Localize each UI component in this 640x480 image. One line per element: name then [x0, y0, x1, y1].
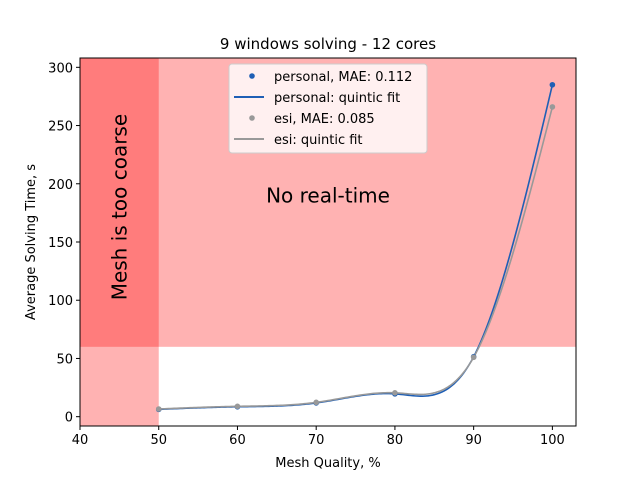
legend-marker-esi-points — [249, 115, 255, 121]
data-point-esi — [313, 399, 319, 406]
data-point-esi — [470, 354, 477, 361]
legend-label-personal-fit: personal: quintic fit — [274, 91, 400, 106]
annotation-mesh-too-coarse: Mesh is too coarse — [107, 114, 131, 300]
series-line-esi-fit — [158, 106, 554, 410]
y-tick-label: 200 — [48, 178, 73, 193]
y-tick-label: 250 — [48, 120, 73, 135]
chart-title: 9 windows solving - 12 cores — [220, 35, 436, 53]
legend-marker-personal-points — [249, 73, 255, 79]
data-point-esi — [155, 406, 162, 412]
axes: 40 50 60 70 80 90 100 0 50 100 150 200 250 300 — [48, 57, 577, 448]
x-tick-label: 100 — [540, 433, 565, 448]
x-tick-label: 70 — [308, 433, 325, 448]
x-axis-label: Mesh Quality, % — [275, 456, 380, 471]
x-tick-label: 90 — [465, 433, 482, 448]
data-point-personal — [549, 81, 556, 88]
x-tick-label: 40 — [72, 433, 89, 448]
data-point-esi — [549, 104, 556, 110]
y-tick-label: 0 — [65, 411, 73, 426]
legend-frame — [228, 63, 428, 154]
legend-label-esi-fit: esi: quintic fit — [274, 133, 363, 148]
data-point-esi — [392, 390, 398, 396]
legend: personal, MAE: 0.112 personal: quintic f… — [228, 63, 428, 154]
legend-label-esi-points: esi, MAE: 0.085 — [274, 112, 375, 127]
x-tick-label: 80 — [387, 433, 404, 448]
annotation-no-real-time: No real-time — [266, 183, 390, 207]
legend-label-personal-points: personal, MAE: 0.112 — [274, 70, 412, 85]
y-tick-label: 50 — [56, 352, 73, 367]
y-tick-label: 150 — [48, 236, 73, 251]
x-tick-label: 50 — [150, 433, 167, 448]
y-axis-label: Average Solving Time, s — [24, 164, 39, 320]
data-point-esi — [234, 403, 241, 410]
series-layer — [155, 81, 556, 413]
y-tick-label: 300 — [48, 61, 73, 76]
y-tick-label: 100 — [48, 294, 73, 309]
x-tick-label: 60 — [229, 433, 246, 448]
